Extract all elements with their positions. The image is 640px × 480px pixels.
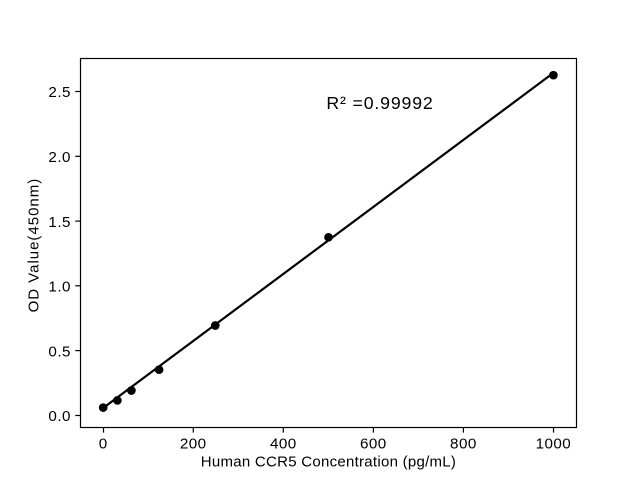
svg-text:1000: 1000 [536,436,572,453]
svg-text:R² =0.99992: R² =0.99992 [326,93,433,113]
svg-text:0: 0 [99,436,108,453]
svg-text:400: 400 [270,436,297,453]
svg-text:1.5: 1.5 [48,214,70,231]
svg-text:600: 600 [360,436,387,453]
svg-text:800: 800 [450,436,477,453]
svg-text:2.5: 2.5 [48,84,70,101]
svg-text:0.5: 0.5 [48,343,70,360]
svg-text:200: 200 [180,436,207,453]
svg-text:0.0: 0.0 [48,408,70,425]
svg-text:1.0: 1.0 [48,279,70,296]
svg-text:Human CCR5 Concentration (pg/m: Human CCR5 Concentration (pg/mL) [201,453,456,470]
svg-text:OD Value(450nm): OD Value(450nm) [26,178,43,313]
svg-text:2.0: 2.0 [48,149,70,166]
